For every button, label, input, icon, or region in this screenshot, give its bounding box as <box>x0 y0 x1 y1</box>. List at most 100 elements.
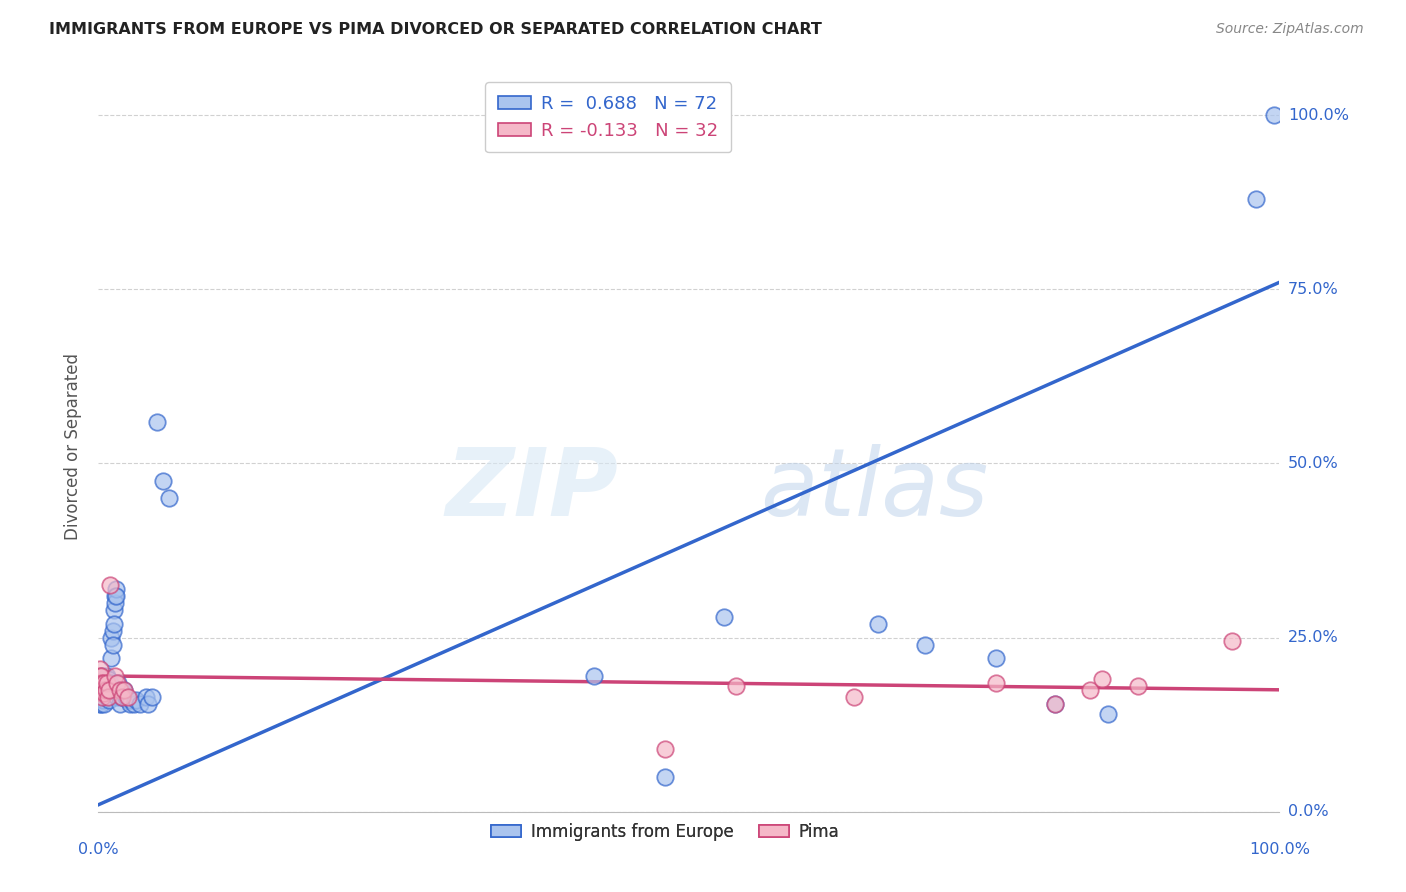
Point <box>103 603 125 617</box>
Text: 100.0%: 100.0% <box>1249 842 1310 857</box>
Point <box>91 682 114 697</box>
Point <box>101 638 124 652</box>
Point <box>96 676 118 690</box>
Point <box>98 682 121 697</box>
Point <box>128 697 150 711</box>
Point <box>105 676 128 690</box>
Point <box>121 693 143 707</box>
Point <box>97 682 120 697</box>
Point <box>93 682 115 697</box>
Point <box>90 686 112 700</box>
Point <box>844 690 866 704</box>
Point <box>91 676 114 690</box>
Point <box>107 676 129 690</box>
Point <box>583 669 606 683</box>
Point <box>141 690 163 704</box>
Point <box>91 686 114 700</box>
Point <box>105 589 128 603</box>
Point <box>136 697 159 711</box>
Point <box>91 682 114 697</box>
Point <box>90 679 112 693</box>
Point <box>89 676 111 690</box>
Point <box>94 682 117 697</box>
Point <box>101 624 124 638</box>
Point <box>98 676 121 690</box>
Point <box>111 682 134 697</box>
Point <box>98 682 121 697</box>
Text: atlas: atlas <box>759 444 988 535</box>
Point <box>96 690 118 704</box>
Point <box>108 682 131 697</box>
Point <box>914 638 936 652</box>
Text: Source: ZipAtlas.com: Source: ZipAtlas.com <box>1216 22 1364 37</box>
Point <box>97 690 120 704</box>
Point <box>107 682 129 697</box>
Point <box>108 690 131 704</box>
Text: 75.0%: 75.0% <box>1288 282 1339 297</box>
Point <box>97 673 120 687</box>
Point <box>120 697 142 711</box>
Point <box>152 474 174 488</box>
Point <box>91 669 114 683</box>
Point <box>90 697 112 711</box>
Point <box>91 676 114 690</box>
Point <box>89 690 111 704</box>
Point <box>93 697 115 711</box>
Point <box>725 679 748 693</box>
Point <box>1080 682 1102 697</box>
Point <box>90 690 112 704</box>
Point <box>93 686 115 700</box>
Legend: Immigrants from Europe, Pima: Immigrants from Europe, Pima <box>485 816 846 847</box>
Point <box>105 682 128 697</box>
Text: 25.0%: 25.0% <box>1288 630 1339 645</box>
Point <box>1097 707 1119 722</box>
Point <box>91 669 114 683</box>
Point <box>105 690 128 704</box>
Point <box>1043 697 1066 711</box>
Point <box>90 669 112 683</box>
Y-axis label: Divorced or Separated: Divorced or Separated <box>65 352 83 540</box>
Point <box>654 742 676 756</box>
Point <box>104 589 127 603</box>
Point <box>89 697 111 711</box>
Point <box>89 662 111 676</box>
Point <box>112 682 135 697</box>
Text: 0.0%: 0.0% <box>79 842 118 857</box>
Point <box>94 676 117 690</box>
Point <box>89 676 111 690</box>
Point <box>93 673 115 687</box>
Text: IMMIGRANTS FROM EUROPE VS PIMA DIVORCED OR SEPARATED CORRELATION CHART: IMMIGRANTS FROM EUROPE VS PIMA DIVORCED … <box>49 22 823 37</box>
Point <box>105 582 128 596</box>
Text: 50.0%: 50.0% <box>1288 456 1339 471</box>
Point <box>93 676 115 690</box>
Point <box>1263 108 1285 122</box>
Point <box>89 669 111 683</box>
Point <box>100 651 122 665</box>
Point <box>1091 673 1114 687</box>
Point <box>122 697 145 711</box>
Point <box>1220 634 1243 648</box>
Point <box>1126 679 1149 693</box>
Point <box>146 415 169 429</box>
Point <box>125 693 148 707</box>
Point <box>90 673 112 687</box>
Point <box>103 616 125 631</box>
Point <box>117 693 139 707</box>
Point <box>98 693 121 707</box>
Point <box>104 596 127 610</box>
Point <box>157 491 180 506</box>
Point <box>91 690 114 704</box>
Point <box>110 686 132 700</box>
Point <box>98 578 121 592</box>
Point <box>104 669 127 683</box>
Point <box>1043 697 1066 711</box>
Point <box>93 690 115 704</box>
Point <box>89 682 111 697</box>
Point <box>96 669 118 683</box>
Point <box>100 631 122 645</box>
Point <box>135 690 157 704</box>
Point <box>984 676 1007 690</box>
Point <box>984 651 1007 665</box>
Point <box>111 690 134 704</box>
Point <box>114 690 136 704</box>
